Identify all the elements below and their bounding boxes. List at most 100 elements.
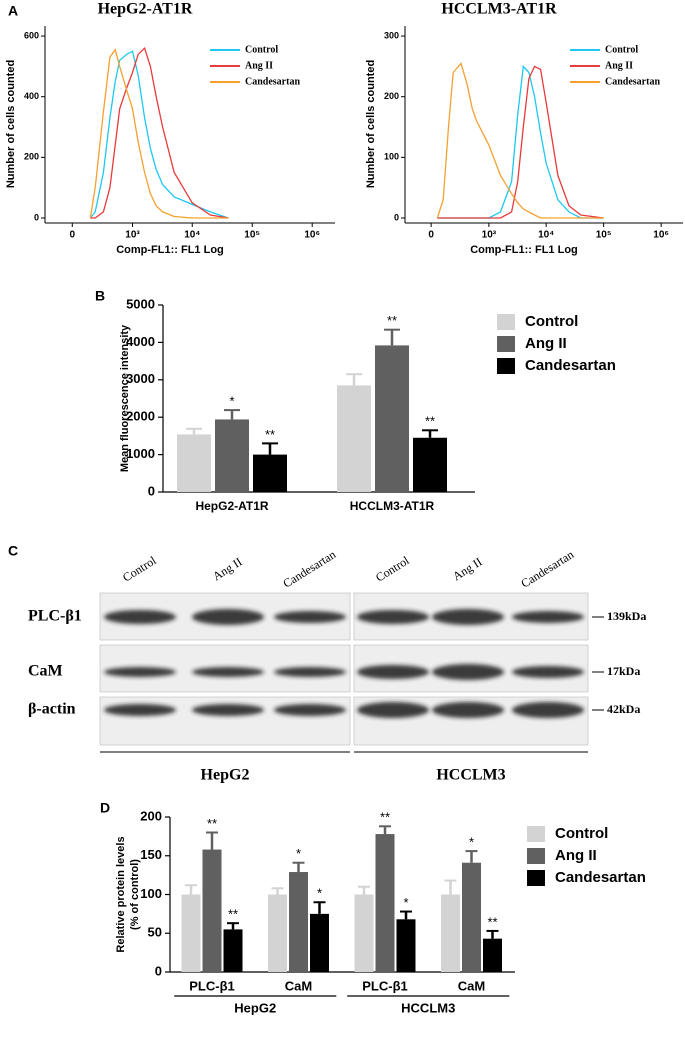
bar (441, 894, 460, 972)
x-tick-label: 10⁴ (538, 230, 554, 241)
legend-label: Candesartan (245, 76, 300, 87)
legend-label: Candesartan (525, 357, 616, 374)
bar (253, 454, 287, 492)
significance-label: ** (265, 427, 275, 442)
panel-label: B (95, 288, 105, 304)
legend-label: Ang II (245, 60, 273, 71)
x-tick-label: CaM (285, 978, 312, 993)
chart-title: HepG2-AT1R (98, 1, 193, 18)
x-tick-label: 10⁵ (244, 230, 260, 241)
legend-label: Control (605, 44, 638, 55)
blot-band (104, 667, 176, 677)
x-tick-label: PLC-β1 (362, 978, 408, 993)
series-line (437, 64, 604, 219)
blot-band (357, 610, 429, 624)
lane-label: Ang II (210, 555, 244, 584)
bar (375, 345, 409, 492)
legend-swatch (527, 848, 545, 864)
y-axis-label: Number of cells counted (5, 60, 17, 188)
x-tick-label: HCCLM3-AT1R (350, 499, 435, 513)
size-label: 17kDa (607, 664, 640, 678)
significance-label: * (403, 895, 408, 910)
y-tick-label: 4000 (126, 334, 155, 349)
series-line (89, 48, 229, 219)
blot-band (432, 664, 504, 680)
significance-label: ** (207, 816, 217, 831)
x-tick-label: 10⁵ (596, 230, 612, 241)
blot-band (104, 610, 176, 624)
significance-label: * (469, 835, 474, 850)
bar (483, 938, 502, 972)
significance-label: * (229, 394, 234, 409)
blot-band (512, 666, 584, 678)
x-tick-label: 10⁶ (653, 230, 669, 241)
size-label: 139kDa (607, 609, 646, 623)
legend-label: Control (525, 313, 578, 330)
y-tick-label: 600 (24, 30, 39, 40)
significance-label: ** (487, 914, 497, 929)
bar (268, 894, 287, 972)
blot-band (512, 611, 584, 623)
blot-band (104, 704, 176, 716)
series-line (89, 50, 229, 219)
legend-swatch (497, 314, 515, 330)
cell-line-label: HCCLM3 (436, 767, 505, 784)
x-axis-label: Comp-FL1:: FL1 Log (470, 244, 578, 256)
x-tick-label: 10³ (125, 230, 140, 241)
legend-swatch (497, 336, 515, 352)
y-tick-label: 400 (24, 91, 39, 101)
bar (375, 834, 395, 972)
blot-band (432, 702, 504, 718)
y-tick-label: 2000 (126, 409, 155, 424)
bar (354, 894, 374, 972)
significance-label: ** (380, 810, 390, 825)
bar (223, 929, 243, 972)
x-tick-label: CaM (458, 978, 485, 993)
bar (215, 419, 249, 492)
legend-label: Ang II (605, 60, 633, 71)
bar (289, 872, 308, 972)
blot-band (432, 609, 504, 625)
legend-swatch (497, 358, 515, 374)
y-tick-label: 100 (140, 886, 162, 901)
protein-label: PLC-β1 (28, 608, 82, 625)
series-line (436, 62, 604, 219)
significance-label: ** (387, 313, 397, 328)
blot-band (357, 665, 429, 679)
lane-label: Control (373, 553, 412, 585)
y-axis-label: (% of control) (129, 859, 141, 930)
blot-band (192, 667, 264, 677)
y-tick-label: 5000 (126, 296, 155, 311)
lane-label: Control (120, 553, 159, 585)
x-tick-label: PLC-β1 (189, 978, 235, 993)
lane-label: Candesartan (280, 547, 338, 590)
blot-band (192, 704, 264, 716)
y-tick-label: 0 (34, 212, 39, 222)
x-tick-label: 0 (428, 230, 434, 241)
legend-label: Control (245, 44, 278, 55)
legend-swatch (527, 826, 545, 842)
y-tick-label: 0 (155, 963, 162, 978)
group-label: HepG2 (234, 1000, 276, 1015)
y-axis-label: Relative protein levels (115, 836, 127, 952)
blot-band (274, 667, 346, 677)
panel-label: C (8, 543, 18, 559)
legend-label: Ang II (555, 847, 597, 864)
x-axis-label: Comp-FL1:: FL1 Log (116, 244, 224, 256)
y-tick-label: 100 (384, 152, 399, 162)
cell-line-label: HepG2 (201, 767, 250, 784)
bar (181, 894, 201, 972)
panel-label: D (100, 800, 110, 816)
y-tick-label: 1000 (126, 446, 155, 461)
legend-label: Control (555, 825, 608, 842)
blot-band (192, 609, 264, 625)
y-tick-label: 300 (384, 30, 399, 40)
blot-band (274, 704, 346, 716)
protein-label: β-actin (28, 701, 76, 718)
y-axis-label: Number of cells counted (365, 60, 377, 188)
bar (462, 862, 481, 972)
significance-label: ** (425, 414, 435, 429)
y-tick-label: 0 (394, 212, 399, 222)
panel-label: A (8, 3, 18, 19)
